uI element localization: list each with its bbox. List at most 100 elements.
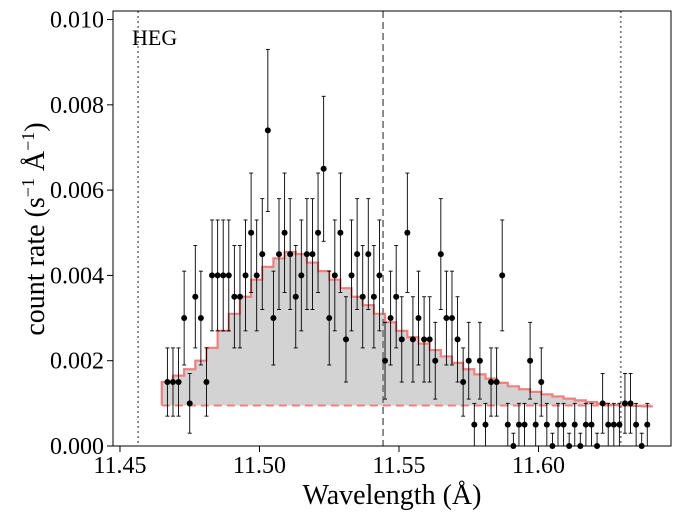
data-point [610,421,617,428]
data-point [415,315,422,322]
data-point [370,293,377,300]
data-point [527,357,534,364]
data-point [476,357,483,364]
y-axis-title: count rate (s−1 Å−1) [18,122,51,335]
data-point [493,379,500,386]
data-point [181,315,188,322]
data-point [393,293,400,300]
data-point [560,421,567,428]
data-point [276,251,283,258]
data-point [348,272,355,279]
y-axis-title-angstrom: Å [20,150,51,178]
data-point [471,421,478,428]
data-point [432,357,439,364]
y-axis-title-sup-2: −1 [18,132,38,151]
data-point [214,272,221,279]
data-point [315,229,322,236]
data-point [303,251,310,258]
y-axis-title-prefix: count rate (s [20,197,51,335]
data-point [616,421,623,428]
data-point [555,421,562,428]
data-point [621,400,628,407]
data-point [320,165,327,172]
data-point [231,293,238,300]
y-tick-label: 0.008 [50,93,104,119]
data-point [164,379,171,386]
y-tick-label: 0.006 [50,178,104,204]
data-point [359,293,366,300]
data-point [169,379,176,386]
data-point [382,357,389,364]
data-point [448,315,455,322]
data-point [443,315,450,322]
x-axis-title: Wavelength (Å) [303,480,482,511]
data-point [538,379,545,386]
data-point [248,229,255,236]
data-point [426,336,433,343]
data-point [605,421,612,428]
y-axis-title-sup-1: −1 [18,178,38,197]
data-point [209,272,216,279]
data-point [404,229,411,236]
data-point [309,251,316,258]
data-point [454,336,461,343]
data-point [543,421,550,428]
y-tick-label: 0.000 [50,434,104,460]
data-point [644,421,651,428]
data-point [186,400,193,407]
data-point [582,421,589,428]
x-tick-label: 11.50 [233,453,286,479]
data-point [499,272,506,279]
data-point [192,293,199,300]
data-point [532,421,539,428]
data-point [488,379,495,386]
data-point [409,336,416,343]
data-point [515,421,522,428]
data-point [437,251,444,258]
data-point [175,379,182,386]
data-point [398,336,405,343]
plot-layer [137,11,653,449]
data-point [571,421,578,428]
data-point [460,379,467,386]
data-point [197,315,204,322]
data-point [264,127,271,134]
x-tick-label: 11.60 [512,453,565,479]
x-tick-label: 11.55 [372,453,425,479]
data-point [421,336,428,343]
data-point [504,421,511,428]
data-point [337,229,344,236]
y-tick-label: 0.004 [50,263,104,289]
data-point [465,357,472,364]
data-point [599,400,606,407]
data-point [281,229,288,236]
axes-layer: 11.45 11.50 11.55 11.60 0.000 0.002 0.004 0.006… [50,8,672,479]
data-point [225,272,232,279]
plot-frame [112,10,672,447]
heg-annotation: HEG [132,25,177,50]
data-point [376,272,383,279]
data-point [242,272,249,279]
data-point [326,315,333,322]
data-point [287,251,294,258]
data-point [220,272,227,279]
data-point [236,293,243,300]
data-point [365,251,372,258]
data-point [203,379,210,386]
data-point [588,421,595,428]
data-point [298,272,305,279]
data-point [331,272,338,279]
data-point [354,251,361,258]
y-tick-label: 0.002 [50,349,104,375]
data-point [259,251,266,258]
y-axis-title-suffix: ) [20,122,51,131]
data-point [627,400,634,407]
data-point [633,421,640,428]
data-point [253,272,260,279]
y-tick-label: 0.010 [50,8,104,34]
x-tick-label: 11.45 [93,453,146,479]
data-point [270,315,277,322]
data-point [342,336,349,343]
data-point [482,421,489,428]
